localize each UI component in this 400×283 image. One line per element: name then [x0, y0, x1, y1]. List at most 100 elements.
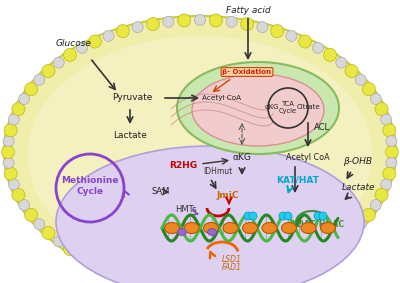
- Circle shape: [386, 136, 397, 147]
- Circle shape: [194, 278, 206, 283]
- Ellipse shape: [282, 222, 296, 233]
- Ellipse shape: [178, 228, 186, 235]
- Circle shape: [226, 277, 237, 283]
- Ellipse shape: [56, 146, 364, 283]
- Circle shape: [244, 212, 252, 220]
- Circle shape: [381, 114, 392, 125]
- Text: KDAC/HDAC: KDAC/HDAC: [291, 220, 345, 228]
- Text: Lactate: Lactate: [113, 130, 147, 140]
- Circle shape: [284, 212, 292, 220]
- Circle shape: [271, 266, 284, 279]
- Circle shape: [178, 14, 191, 27]
- Text: αKG: αKG: [232, 153, 252, 162]
- Ellipse shape: [223, 222, 238, 233]
- Text: TCA
Cycle: TCA Cycle: [279, 100, 297, 113]
- Circle shape: [42, 65, 55, 78]
- Circle shape: [355, 219, 366, 230]
- Text: Acetyl CoA: Acetyl CoA: [202, 95, 242, 101]
- Ellipse shape: [208, 228, 216, 235]
- Circle shape: [19, 200, 30, 211]
- Circle shape: [312, 251, 324, 262]
- Circle shape: [132, 22, 143, 33]
- Text: Lactate: Lactate: [341, 183, 375, 192]
- Circle shape: [163, 277, 174, 283]
- Text: ACL: ACL: [314, 123, 330, 132]
- Circle shape: [178, 277, 191, 283]
- Circle shape: [319, 212, 327, 220]
- Text: IDHmut: IDHmut: [203, 168, 233, 177]
- Circle shape: [12, 103, 25, 116]
- Circle shape: [386, 145, 398, 158]
- Text: FAD1: FAD1: [222, 263, 242, 271]
- Circle shape: [324, 243, 336, 256]
- Circle shape: [355, 74, 366, 85]
- Circle shape: [271, 25, 284, 38]
- Circle shape: [3, 136, 14, 147]
- Ellipse shape: [242, 222, 258, 233]
- Ellipse shape: [192, 74, 324, 146]
- Circle shape: [88, 256, 102, 269]
- Circle shape: [314, 212, 322, 220]
- Circle shape: [76, 42, 88, 53]
- Text: Acetyl CoA: Acetyl CoA: [286, 153, 330, 162]
- Circle shape: [34, 74, 45, 85]
- Circle shape: [3, 157, 14, 168]
- Circle shape: [345, 227, 358, 240]
- Circle shape: [2, 145, 14, 158]
- Circle shape: [25, 208, 38, 221]
- Text: Methionine
Cycle: Methionine Cycle: [61, 176, 119, 196]
- Circle shape: [381, 179, 392, 190]
- Text: β- Oxidation: β- Oxidation: [222, 69, 272, 75]
- Circle shape: [370, 93, 381, 104]
- Circle shape: [209, 277, 222, 283]
- Circle shape: [53, 57, 64, 68]
- Circle shape: [241, 18, 254, 31]
- Circle shape: [286, 30, 297, 41]
- Ellipse shape: [164, 222, 180, 233]
- Ellipse shape: [28, 36, 372, 274]
- Circle shape: [226, 16, 237, 27]
- Ellipse shape: [320, 222, 336, 233]
- Text: Glucose: Glucose: [56, 40, 92, 48]
- Circle shape: [383, 167, 396, 180]
- Circle shape: [336, 236, 347, 247]
- Text: Fatty acid: Fatty acid: [226, 6, 270, 15]
- Circle shape: [19, 93, 30, 104]
- Ellipse shape: [262, 222, 277, 233]
- Text: JmjC: JmjC: [217, 192, 239, 200]
- Circle shape: [64, 48, 76, 61]
- Circle shape: [241, 273, 254, 283]
- Circle shape: [375, 188, 388, 201]
- Circle shape: [88, 35, 102, 48]
- Circle shape: [132, 271, 143, 282]
- Ellipse shape: [301, 222, 316, 233]
- Circle shape: [103, 30, 114, 41]
- Circle shape: [116, 25, 129, 38]
- Ellipse shape: [204, 222, 218, 233]
- Circle shape: [345, 65, 358, 78]
- Circle shape: [298, 256, 312, 269]
- Text: αKG: αKG: [265, 104, 279, 110]
- Circle shape: [324, 48, 336, 61]
- Circle shape: [64, 243, 76, 256]
- Circle shape: [194, 14, 206, 25]
- Circle shape: [146, 18, 159, 31]
- Circle shape: [12, 188, 25, 201]
- Circle shape: [103, 263, 114, 274]
- Circle shape: [146, 273, 159, 283]
- Text: HMTs: HMTs: [175, 205, 197, 215]
- Circle shape: [257, 22, 268, 33]
- Ellipse shape: [4, 16, 396, 283]
- Circle shape: [4, 124, 17, 137]
- Circle shape: [386, 157, 397, 168]
- Circle shape: [8, 179, 19, 190]
- Text: Citrate: Citrate: [296, 104, 320, 110]
- Circle shape: [383, 124, 396, 137]
- Circle shape: [362, 83, 375, 96]
- Circle shape: [336, 57, 347, 68]
- Circle shape: [249, 212, 257, 220]
- Circle shape: [375, 103, 388, 116]
- Circle shape: [312, 42, 324, 53]
- Circle shape: [53, 236, 64, 247]
- Circle shape: [362, 208, 375, 221]
